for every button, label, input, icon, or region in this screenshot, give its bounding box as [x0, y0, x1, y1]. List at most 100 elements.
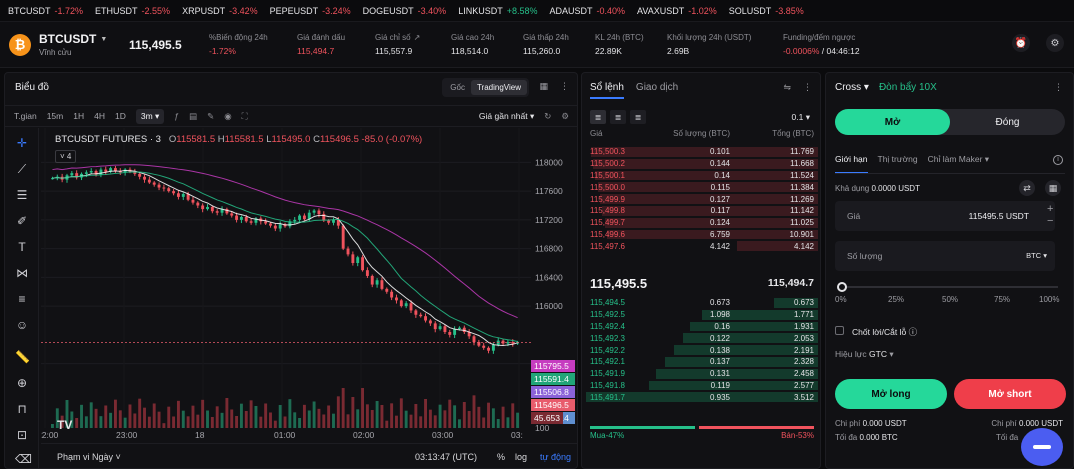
- open-tab[interactable]: Mở: [835, 109, 950, 135]
- bid-row[interactable]: 115,491.9 0.131 2.458: [586, 368, 818, 380]
- tab-orderbook[interactable]: Sổ lệnh: [590, 82, 624, 99]
- ruler-icon[interactable]: 📏: [15, 350, 30, 364]
- quantity-field[interactable]: Số lượng BTC ▾: [835, 241, 1055, 271]
- pct-0[interactable]: 0%: [835, 295, 847, 304]
- log-scale-toggle[interactable]: log: [514, 451, 527, 462]
- margin-mode-select[interactable]: Cross ▾: [835, 82, 869, 93]
- ask-row[interactable]: 115,499.9 0.127 11.269: [586, 193, 818, 205]
- indicator-icon[interactable]: ƒ: [174, 111, 180, 121]
- ticker-item[interactable]: SOLUSDT -3.85%: [729, 6, 804, 16]
- timeframe-option[interactable]: 15m: [46, 111, 64, 121]
- range-select[interactable]: Phạm vi Ngày ˅: [57, 451, 121, 462]
- more-dots-icon[interactable]: ⋮: [803, 82, 812, 92]
- pattern-icon[interactable]: ⋈: [16, 266, 28, 280]
- fullscreen-icon[interactable]: ⛶: [241, 110, 248, 121]
- validity-select[interactable]: Hiệu lực GTC ▾: [835, 349, 894, 359]
- info-icon[interactable]: i: [1053, 155, 1063, 165]
- ticker-item[interactable]: LINKUSDT +8.58%: [458, 6, 537, 16]
- ticker-item[interactable]: XRPUSDT -3.42%: [182, 6, 258, 16]
- refresh-icon[interactable]: ↻: [544, 110, 552, 121]
- quantity-slider-track[interactable]: [840, 286, 1058, 288]
- bid-row[interactable]: 115,492.4 0.16 1.931: [586, 321, 818, 333]
- pair-selector[interactable]: BTCUSDT ▼ Vĩnh cửu: [39, 32, 123, 57]
- trendline-icon[interactable]: ⟋: [17, 162, 27, 176]
- pct-75[interactable]: 75%: [994, 295, 1011, 304]
- more-dots-icon[interactable]: ⋮: [560, 81, 569, 91]
- auto-scale-toggle[interactable]: tự động: [539, 451, 571, 462]
- camera-icon[interactable]: ◉: [224, 110, 232, 121]
- brush-icon[interactable]: ✐: [16, 214, 28, 228]
- more-dots-icon[interactable]: ⋮: [1054, 82, 1063, 92]
- lock-icon[interactable]: ⊡: [16, 428, 28, 442]
- fib-icon[interactable]: ≡: [18, 292, 26, 306]
- bid-row[interactable]: 115,494.5 0.673 0.673: [586, 297, 818, 309]
- transfer-icon[interactable]: ⇄: [1019, 180, 1035, 196]
- bid-row[interactable]: 115,491.8 0.119 2.577: [586, 380, 818, 392]
- bid-row[interactable]: 115,491.7 0.935 3.512: [586, 391, 818, 403]
- view-both-icon[interactable]: ≣: [590, 110, 606, 124]
- bid-row[interactable]: 115,492.1 0.137 2.328: [586, 356, 818, 368]
- tab-maker-only[interactable]: Chỉ làm Maker ▾: [927, 154, 990, 164]
- timeframe-option[interactable]: 4H: [94, 111, 105, 121]
- price-field[interactable]: Giá 115495.5 USDT: [835, 201, 1055, 231]
- settings-gear-icon[interactable]: ⚙: [1046, 34, 1064, 52]
- ask-row[interactable]: 115,500.3 0.101 11.769: [586, 146, 818, 158]
- chat-support-icon[interactable]: [1021, 428, 1063, 466]
- view-tradingview-tab[interactable]: TradingView: [470, 80, 527, 95]
- quantity-unit-select[interactable]: BTC ▾: [1026, 251, 1047, 260]
- tab-limit[interactable]: Giới hạn: [835, 154, 868, 174]
- last-price[interactable]: 115,495.5: [590, 275, 648, 291]
- chart-settings-icon[interactable]: ⚙: [561, 110, 569, 121]
- calculator-icon[interactable]: ▦: [1045, 180, 1061, 196]
- timeframe-option[interactable]: 1D: [114, 111, 126, 121]
- timeframe-option[interactable]: T.gian: [14, 111, 37, 121]
- zoom-icon[interactable]: ⊕: [16, 376, 28, 390]
- ask-row[interactable]: 115,500.1 0.14 11.524: [586, 170, 818, 182]
- ticker-item[interactable]: ETHUSDT -2.55%: [95, 6, 170, 16]
- close-tab[interactable]: Đóng: [995, 116, 1020, 128]
- tpsl-checkbox[interactable]: [835, 326, 844, 335]
- price-source-select[interactable]: Giá gần nhất ▾: [478, 110, 535, 121]
- trash-icon[interactable]: ⌫: [15, 452, 32, 466]
- external-link-icon[interactable]: ↗: [413, 33, 421, 42]
- view-bids-icon[interactable]: ≣: [610, 110, 626, 124]
- tab-market[interactable]: Thị trường: [877, 154, 918, 164]
- percent-scale-toggle[interactable]: %: [496, 451, 505, 462]
- alert-icon[interactable]: ⏰: [1012, 34, 1030, 52]
- ticker-item[interactable]: ADAUSDT -0.40%: [550, 6, 626, 16]
- pencil-icon[interactable]: ✎: [207, 110, 215, 121]
- pct-50[interactable]: 50%: [942, 295, 959, 304]
- bid-row[interactable]: 115,492.5 1.098 1.771: [586, 309, 818, 321]
- timeframe-selected[interactable]: 3m ▾: [135, 108, 165, 124]
- bid-row[interactable]: 115,492.2 0.138 2.191: [586, 344, 818, 356]
- ticker-item[interactable]: PEPEUSDT -3.24%: [270, 6, 351, 16]
- ask-row[interactable]: 115,499.7 0.124 11.025: [586, 217, 818, 229]
- filter-settings-icon[interactable]: ⇋: [783, 82, 791, 92]
- ticker-item[interactable]: AVAXUSDT -1.02%: [637, 6, 717, 16]
- template-icon[interactable]: ▤: [189, 110, 198, 121]
- crosshair-icon[interactable]: ✛: [16, 136, 28, 150]
- candlestick-chart[interactable]: 1180001176001172001168001164001160001152…: [41, 128, 577, 469]
- view-asks-icon[interactable]: ≣: [630, 110, 646, 124]
- layout-grid-icon[interactable]: ▦: [539, 81, 548, 91]
- indicator-collapse-toggle[interactable]: ˅ 4: [55, 150, 77, 163]
- pct-25[interactable]: 25%: [888, 295, 905, 304]
- ticker-item[interactable]: DOGEUSDT -3.40%: [363, 6, 447, 16]
- timeframe-option[interactable]: 1H: [73, 111, 85, 121]
- horizontal-lines-icon[interactable]: ☰: [16, 188, 28, 202]
- ask-row[interactable]: 115,500.2 0.144 11.668: [586, 158, 818, 170]
- tab-trades[interactable]: Giao dịch: [635, 82, 679, 93]
- pct-100[interactable]: 100%: [1039, 295, 1060, 304]
- text-tool-icon[interactable]: T: [18, 240, 26, 254]
- leverage-button[interactable]: Đòn bẩy 10X: [878, 82, 937, 93]
- emoji-icon[interactable]: ☺: [15, 318, 29, 332]
- ask-row[interactable]: 115,500.0 0.115 11.384: [586, 181, 818, 193]
- ask-row[interactable]: 115,497.6 4.142 4.142: [586, 240, 818, 252]
- bid-row[interactable]: 115,492.3 0.122 2.053: [586, 332, 818, 344]
- view-basic-tab[interactable]: Gốc: [450, 83, 465, 92]
- quantity-slider-knob[interactable]: [837, 282, 847, 292]
- ask-row[interactable]: 115,499.8 0.117 11.142: [586, 205, 818, 217]
- ticker-item[interactable]: BTCUSDT -1.72%: [8, 6, 83, 16]
- open-short-button[interactable]: Mở short: [954, 379, 1066, 409]
- price-stepper[interactable]: + −: [1047, 203, 1054, 227]
